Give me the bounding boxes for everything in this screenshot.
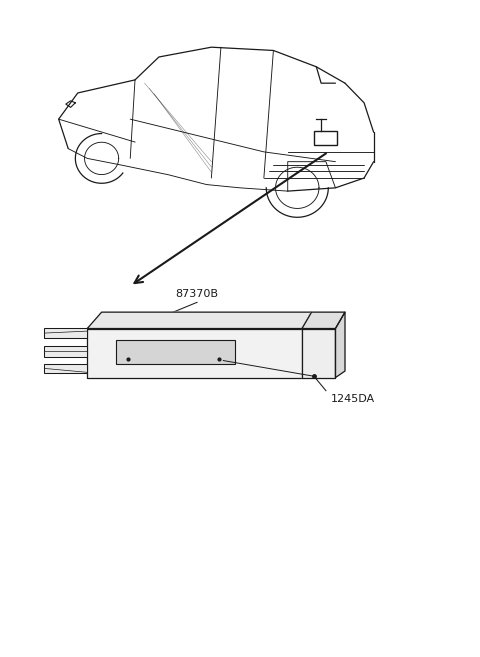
Polygon shape [87, 312, 312, 328]
Text: 87370B: 87370B [176, 289, 218, 299]
Bar [44, 364, 87, 373]
Bar [314, 131, 337, 145]
Polygon shape [302, 328, 336, 378]
Polygon shape [302, 312, 345, 328]
Bar [44, 328, 87, 338]
Polygon shape [336, 312, 345, 378]
Text: 1245DA: 1245DA [331, 394, 375, 404]
Polygon shape [87, 328, 302, 378]
FancyBboxPatch shape [116, 340, 235, 365]
Bar [44, 346, 87, 357]
